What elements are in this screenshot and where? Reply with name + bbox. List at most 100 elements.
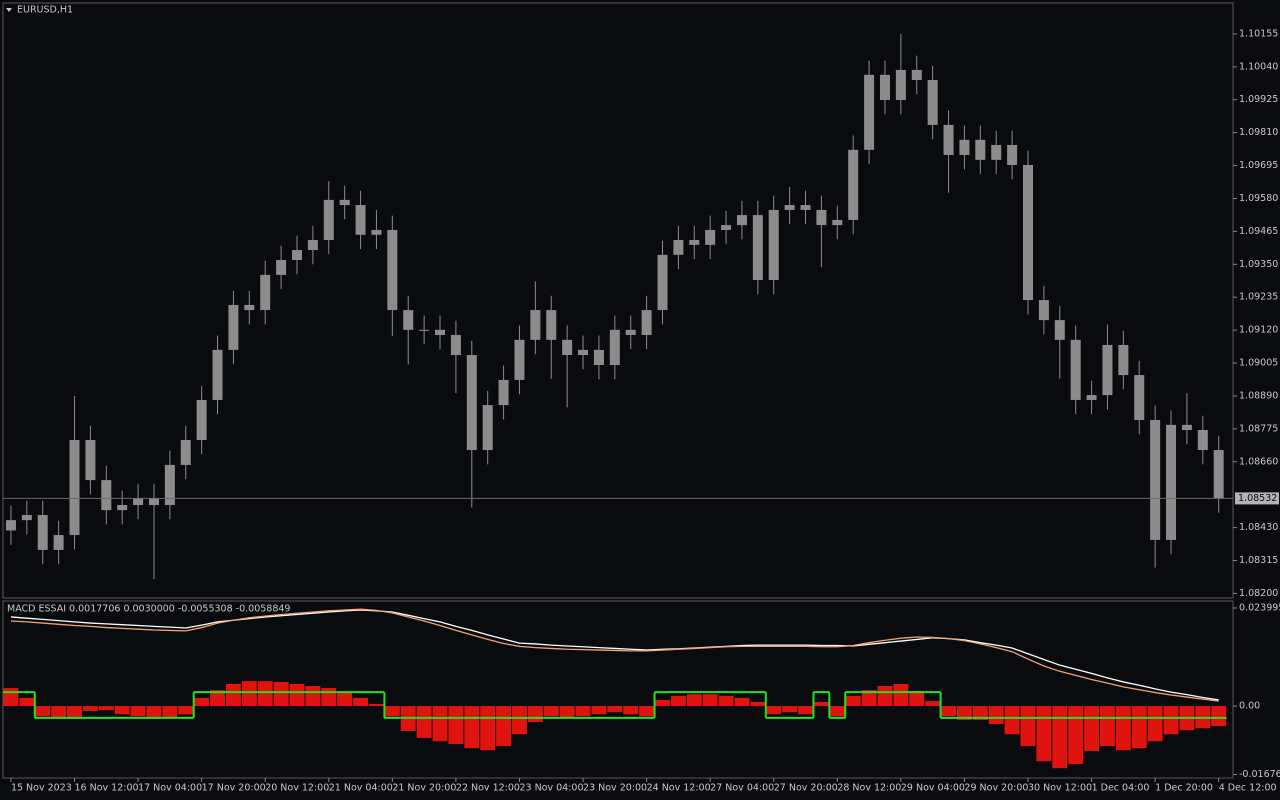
histogram-bar — [19, 697, 35, 707]
histogram-bar — [448, 706, 464, 745]
candle-body — [689, 239, 700, 245]
histogram-bar — [782, 706, 798, 713]
histogram-bar — [861, 690, 877, 707]
histogram-bar — [845, 695, 861, 707]
histogram-bar — [337, 692, 353, 707]
candle-body — [148, 498, 159, 505]
histogram-bar — [1163, 706, 1179, 735]
candle-body — [1150, 419, 1161, 540]
candle-body — [339, 199, 350, 206]
indicator-line — [10, 608, 1219, 702]
candle-body — [530, 310, 541, 340]
candle-body — [1054, 320, 1065, 340]
histogram-bar — [1131, 706, 1147, 749]
candle-body — [1070, 339, 1081, 400]
x-tick-label: 17 Nov 20:00 — [202, 783, 266, 794]
candle-body — [21, 515, 32, 521]
candle-body — [1197, 430, 1208, 451]
histogram-bar — [114, 706, 130, 715]
y-tick-label: 1.09005 — [1239, 358, 1278, 369]
histogram-bar — [1084, 706, 1100, 752]
histogram-bar — [718, 695, 734, 707]
candle-body — [164, 464, 175, 505]
histogram-bar — [289, 683, 305, 707]
y-tick-label: 1.09235 — [1239, 292, 1278, 303]
histogram-bar — [384, 706, 400, 717]
candle-body — [641, 310, 652, 335]
y-tick-label: 0.00 — [1239, 701, 1260, 712]
histogram-bar — [512, 706, 527, 735]
last-price-label: 1.08532 — [1238, 493, 1277, 504]
histogram-bar — [368, 704, 384, 707]
candle-body — [578, 349, 589, 356]
histogram-bar — [798, 706, 813, 715]
candle-body — [1023, 164, 1033, 301]
x-tick-label: 29 Nov 04:00 — [901, 783, 965, 794]
candle-body — [593, 349, 604, 366]
candle-body — [1213, 450, 1224, 499]
indicator-title: MACD ESSAI 0.0017706 0.0030000 -0.005530… — [7, 604, 290, 615]
last-price-box — [1235, 492, 1279, 505]
candle-body — [975, 139, 986, 160]
y-tick-label: 1.08430 — [1239, 522, 1278, 533]
candle-body — [832, 219, 843, 226]
histogram-bar — [496, 706, 512, 747]
indicator-panel-frame — [2, 600, 1234, 779]
histogram-bar — [194, 697, 210, 707]
histogram-bar — [877, 686, 893, 707]
candle-body — [85, 440, 96, 481]
x-tick-label: 23 Nov 04:00 — [519, 783, 583, 794]
histogram-bar — [941, 706, 957, 717]
histogram-bar — [1052, 706, 1068, 769]
y-tick-label: 1.08315 — [1239, 555, 1278, 566]
histogram-bar — [1115, 706, 1131, 751]
candle-body — [53, 535, 64, 550]
candle-body — [1038, 300, 1049, 321]
x-tick-label: 1 Dec 20:00 — [1155, 783, 1213, 794]
candle-body — [276, 260, 287, 275]
x-tick-label: 16 Nov 12:00 — [75, 783, 139, 794]
histogram-bar — [130, 706, 146, 717]
candle-body — [212, 349, 223, 400]
candle-body — [1118, 345, 1129, 376]
candle-body — [355, 205, 366, 235]
candle-body — [768, 209, 779, 281]
histogram-bar — [559, 706, 575, 718]
x-tick-label: 27 Nov 20:00 — [774, 783, 838, 794]
candle-body — [864, 74, 875, 150]
candle-body — [5, 520, 16, 531]
candle-body — [1086, 395, 1097, 400]
histogram-bar — [972, 706, 988, 720]
candle-body — [69, 440, 80, 536]
histogram-bar — [1211, 706, 1227, 727]
candle-body — [752, 215, 763, 281]
y-tick-label: 1.09465 — [1239, 226, 1278, 237]
candle-body — [609, 329, 620, 366]
x-tick-label: 17 Nov 04:00 — [138, 783, 202, 794]
histogram-bar — [305, 686, 321, 707]
menu-arrow[interactable] — [6, 8, 12, 12]
x-tick-label: 1 Dec 04:00 — [1092, 783, 1150, 794]
candle-body — [180, 440, 191, 465]
x-tick-label: 4 Dec 12:00 — [1219, 783, 1277, 794]
histogram-bar — [353, 697, 369, 707]
histogram-bar — [956, 706, 972, 720]
histogram-bar — [98, 706, 114, 711]
y-tick-label: -0.016763 — [1239, 769, 1280, 780]
candle-body — [291, 249, 302, 261]
candle-body — [482, 405, 493, 451]
x-tick-label: 23 Nov 20:00 — [583, 783, 647, 794]
y-tick-label: 1.10155 — [1239, 28, 1278, 39]
y-tick-label: 0.023995 — [1239, 602, 1280, 613]
histogram-bar — [432, 706, 448, 742]
histogram-bar — [464, 706, 480, 749]
histogram-bar — [591, 706, 607, 715]
candle-body — [895, 69, 906, 101]
histogram-bar — [527, 706, 543, 722]
histogram-bar — [321, 688, 337, 707]
candle-body — [800, 205, 811, 210]
candle-body — [848, 149, 859, 220]
